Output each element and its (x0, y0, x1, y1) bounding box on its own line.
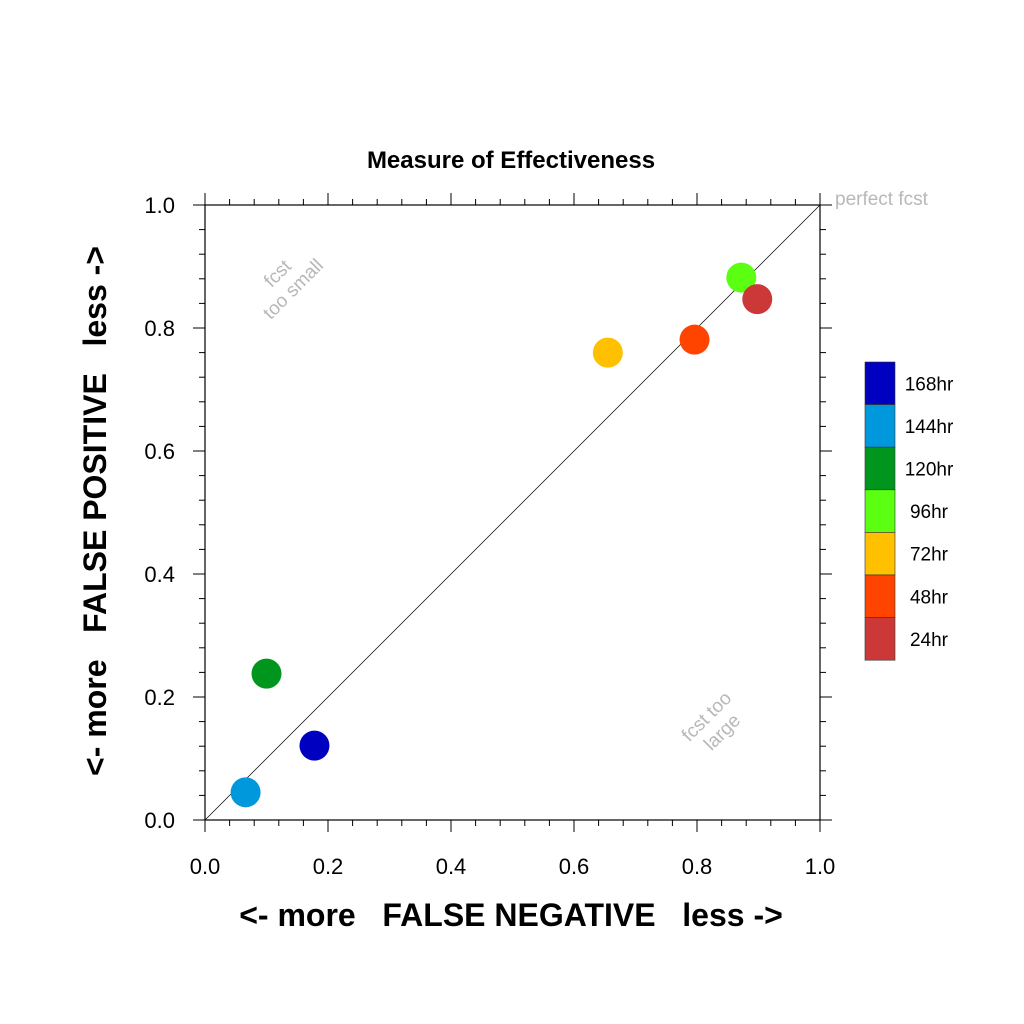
fcst-too-small-line2: too small (259, 255, 328, 324)
legend-swatch-144hr (864, 404, 896, 448)
data-points (230, 262, 773, 808)
x-tick-label: 0.4 (436, 854, 467, 879)
point-120hr (251, 658, 282, 689)
point-168hr (299, 730, 330, 761)
legend-swatch-48hr (864, 574, 896, 618)
x-tick-label: 1.0 (805, 854, 836, 879)
y-tick-label: 0.8 (144, 316, 175, 341)
legend-label-24hr: 24hr (910, 630, 949, 651)
reference-line (204, 204, 821, 821)
plot-area (204, 204, 821, 821)
legend-swatch-72hr (864, 532, 896, 576)
fcst-too-small-annotation: fcst too small (259, 255, 328, 324)
legend-label-96hr: 96hr (910, 502, 949, 523)
perfect-forecast-line (204, 204, 821, 821)
fcst-too-large-annotation: fcst too large (678, 688, 745, 755)
axis-ticks: 0.0 0.2 0.4 0.6 0.8 1.0 0.0 0.2 0.4 0.6 0.8 1.0 (144, 193, 835, 879)
y-tick-label: 0.4 (144, 562, 175, 587)
point-24hr (742, 284, 773, 315)
legend: 168hr 144hr 120hr 96hr 72hr 48hr 24hr (864, 361, 954, 661)
y-tick-label: 0.0 (144, 808, 175, 833)
x-tick-label: 0.0 (190, 854, 221, 879)
legend-swatch-168hr (864, 361, 896, 405)
point-72hr (592, 337, 623, 368)
y-tick-label: 1.0 (144, 193, 175, 218)
legend-label-168hr: 168hr (905, 374, 954, 395)
y-axis-label: <- more FALSE POSITIVE less -> (77, 246, 113, 776)
perfect-fcst-annotation: perfect fcst (835, 189, 929, 210)
x-tick-label: 0.6 (559, 854, 590, 879)
x-axis-label: <- more FALSE NEGATIVE less -> (239, 897, 783, 933)
x-tick-label: 0.8 (682, 854, 713, 879)
legend-swatch-24hr (864, 617, 896, 661)
legend-swatch-96hr (864, 489, 896, 533)
y-tick-label: 0.2 (144, 685, 175, 710)
point-48hr (679, 324, 710, 355)
legend-label-144hr: 144hr (905, 417, 954, 438)
point-96hr (726, 262, 757, 293)
x-tick-label: 0.2 (313, 854, 344, 879)
y-tick-label: 0.6 (144, 439, 175, 464)
plot-border (204, 204, 821, 821)
point-144hr (230, 777, 261, 808)
chart-title: Measure of Effectiveness (367, 147, 655, 174)
legend-label-120hr: 120hr (905, 460, 954, 481)
legend-swatch-120hr (864, 446, 896, 491)
legend-label-48hr: 48hr (910, 587, 949, 608)
legend-label-72hr: 72hr (910, 545, 949, 566)
